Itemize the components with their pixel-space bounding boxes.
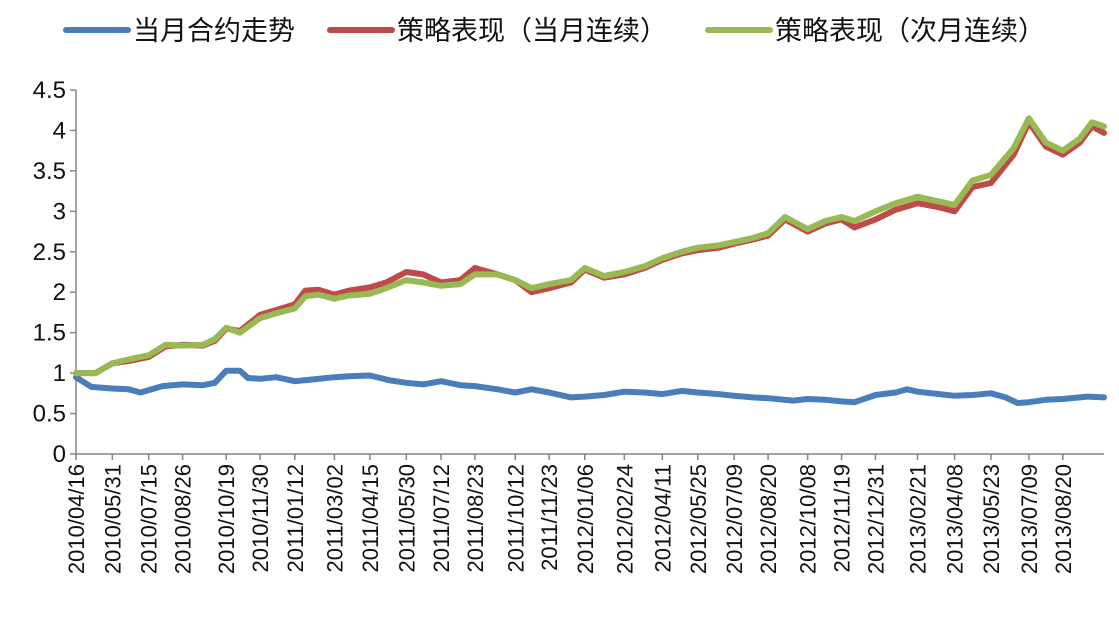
x-tick-label: 2013/08/20 [1051, 464, 1076, 574]
legend: 当月合约走势 策略表现（当月连续） 策略表现（次月连续） [63, 16, 1045, 47]
x-tick-label: 2011/10/12 [503, 464, 528, 572]
series-line-current-month-contract [73, 367, 1107, 406]
y-axis: 0 0.5 1 1.5 2 2.5 3 3.5 4 4.5 [33, 77, 77, 468]
x-tick-label: 2011/03/02 [322, 464, 347, 572]
x-tick-label: 2012/05/25 [686, 464, 711, 574]
x-tick-label: 2010/05/31 [100, 464, 125, 574]
x-tick-label: 2012/07/09 [722, 464, 747, 574]
y-tick-label: 0 [53, 441, 66, 468]
y-tick-label: 0.5 [33, 401, 66, 428]
x-tick-label: 2012/10/08 [796, 464, 821, 574]
x-tick-label: 2011/04/15 [358, 464, 383, 572]
x-tick-label: 2012/08/20 [756, 464, 781, 574]
x-tick-label: 2012/11/19 [830, 464, 855, 572]
x-tick-label: 2012/02/24 [612, 464, 637, 574]
x-tick-label: 2010/10/19 [214, 464, 239, 574]
x-tick-label: 2010/07/15 [137, 464, 162, 574]
x-tick-label: 2011/05/30 [394, 464, 419, 572]
legend-item-strategy-current-month: 策略表现（当月连续） [327, 16, 667, 47]
series-line-strategy-next-month [73, 115, 1107, 377]
series-layer [73, 115, 1107, 406]
x-tick-label: 2013/02/21 [905, 464, 930, 574]
x-tick-label: 2010/04/16 [64, 464, 89, 574]
x-tick-label: 2010/11/30 [248, 464, 273, 572]
x-tick-label: 2012/01/06 [573, 464, 598, 574]
x-axis: 2010/04/16 2010/05/31 2010/07/15 2010/08/26… [64, 453, 1104, 574]
x-tick-label: 2013/07/09 [1017, 464, 1042, 574]
x-tick-label: 2013/04/08 [943, 464, 968, 574]
series-line-strategy-current-month [73, 119, 1107, 377]
y-tick-label: 3.5 [33, 158, 66, 185]
legend-label-current-month-contract: 当月合约走势 [133, 16, 295, 47]
y-tick-label: 3 [53, 198, 66, 225]
legend-item-strategy-next-month: 策略表现（次月连续） [705, 16, 1045, 47]
x-tick-label: 2011/01/12 [283, 464, 308, 572]
x-tick-label: 2012/12/31 [863, 464, 888, 574]
x-tick-label: 2011/11/23 [537, 464, 562, 571]
legend-item-current-month-contract: 当月合约走势 [63, 16, 295, 47]
x-tick-label: 2011/08/23 [463, 464, 488, 572]
legend-label-strategy-current-month: 策略表现（当月连续） [397, 16, 667, 47]
y-tick-label: 2 [53, 279, 66, 306]
y-tick-label: 4 [53, 117, 66, 144]
legend-label-strategy-next-month: 策略表现（次月连续） [775, 16, 1045, 47]
y-tick-label: 2.5 [33, 239, 66, 266]
x-tick-label: 2013/05/23 [979, 464, 1004, 574]
y-tick-label: 1 [53, 360, 66, 387]
x-tick-label: 2011/07/12 [429, 464, 454, 572]
x-tick-label: 2010/08/26 [171, 464, 196, 574]
y-tick-label: 1.5 [33, 320, 66, 347]
x-tick-label: 2012/04/11 [650, 464, 675, 572]
y-tick-label: 4.5 [33, 77, 66, 104]
